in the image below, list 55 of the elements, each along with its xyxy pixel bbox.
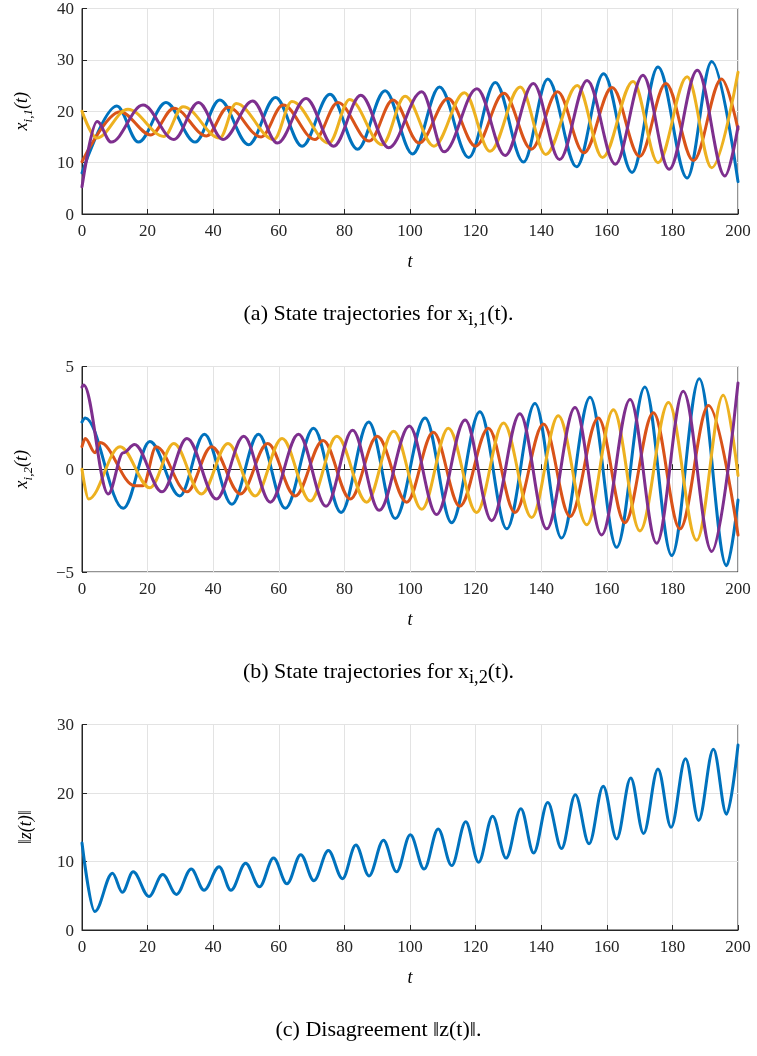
- y-tick-label: 30: [57, 50, 74, 70]
- y-tick-label: 10: [57, 852, 74, 871]
- y-axis-title: xi,2(t): [11, 450, 35, 490]
- x-axis-title: t: [407, 609, 414, 629]
- text: (c) Disagreement ‖z(t)‖.: [274, 1016, 483, 1042]
- x-tick-label: 80: [335, 579, 353, 598]
- x-tick-label: 200: [725, 579, 751, 598]
- y-tick-label: 20: [57, 101, 74, 121]
- x-tick-label: 80: [335, 937, 353, 956]
- x-tick-label: 80: [335, 221, 353, 240]
- x-tick-label: 0: [77, 937, 87, 956]
- y-axis-title: xi,1(t): [11, 92, 35, 132]
- x-tick-label: 100: [397, 937, 423, 956]
- x-tick-label: 20: [139, 579, 157, 598]
- x-tick-label: 40: [204, 937, 222, 956]
- x-tick-label: 140: [528, 937, 554, 956]
- y-tick-label: 0: [65, 920, 74, 940]
- x-tick-label: 60: [270, 579, 288, 598]
- line-series: [80, 743, 740, 914]
- x-tick-label: 180: [659, 579, 686, 598]
- x-tick-label: 120: [462, 579, 489, 598]
- y-tick-label: 0: [65, 204, 74, 224]
- y-tick-label: 5: [65, 357, 74, 376]
- x-tick-label: 60: [270, 937, 288, 956]
- y-tick-label: 30: [57, 715, 74, 734]
- y-tick-label: 40: [57, 0, 74, 18]
- y-tick-label: −5: [55, 562, 74, 582]
- x-tick-label: 180: [659, 937, 686, 956]
- x-tick-label: 200: [725, 221, 751, 240]
- y-tick-label: 10: [57, 153, 74, 173]
- y-axis-title: ‖z(t)‖: [15, 810, 36, 845]
- x-tick-label: 100: [397, 221, 423, 240]
- x-tick-label: 40: [204, 221, 222, 240]
- x-tick-label: 0: [77, 221, 87, 240]
- x-axis-title: t: [407, 251, 414, 271]
- x-tick-label: 120: [462, 937, 489, 956]
- x-tick-label: 200: [725, 937, 751, 956]
- x-tick-label: 40: [204, 579, 222, 598]
- x-tick-label: 0: [77, 579, 87, 598]
- x-tick-label: 140: [528, 579, 554, 598]
- x-tick-label: 180: [659, 221, 686, 240]
- x-tick-label: 60: [270, 221, 288, 240]
- y-tick-label: 0: [65, 459, 74, 479]
- x-tick-label: 100: [397, 579, 423, 598]
- x-axis-title: t: [407, 967, 414, 987]
- x-tick-label: 20: [139, 221, 157, 240]
- x-tick-label: 140: [528, 221, 554, 240]
- x-tick-label: 160: [594, 579, 620, 598]
- y-tick-label: 20: [57, 783, 74, 803]
- x-tick-label: 160: [594, 221, 620, 240]
- x-tick-label: 120: [462, 221, 489, 240]
- x-tick-label: 160: [594, 937, 620, 956]
- x-tick-label: 20: [139, 937, 157, 956]
- text: (a) State trajectories for x$_{i,1}$(t).: [242, 300, 515, 331]
- text: (b) State trajectories for x$_{i,2}$(t).: [241, 658, 516, 689]
